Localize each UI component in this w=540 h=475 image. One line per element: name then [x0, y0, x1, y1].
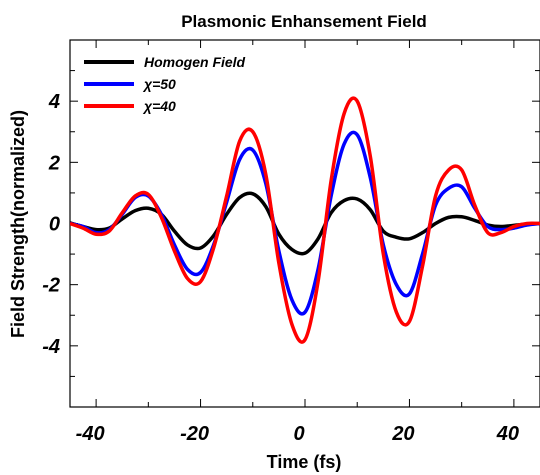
x-tick-label: 40	[496, 423, 519, 445]
y-tick-label: 0	[49, 214, 60, 236]
plot-area-frame	[69, 39, 540, 408]
chart-title: Plasmonic Enhansement Field	[181, 12, 427, 31]
y-axis-label: Field Strength(normalized)	[8, 110, 28, 338]
y-tick-label: -4	[42, 336, 60, 358]
x-tick-label: -40	[76, 423, 105, 445]
series-line-0	[70, 191, 540, 256]
legend-label: Homogen Field	[144, 54, 246, 70]
x-tick-label: -20	[180, 423, 209, 445]
axis-ticks	[70, 39, 540, 408]
y-tick-label: -2	[42, 275, 60, 297]
legend-label: χ=50	[142, 76, 176, 92]
x-tick-label: 20	[391, 423, 414, 445]
series-group	[70, 96, 540, 344]
legend: Homogen Field χ=50 χ=40	[84, 54, 246, 114]
y-tick-label: 2	[48, 152, 60, 174]
legend-label: χ=40	[142, 98, 176, 114]
x-tick-label: 0	[293, 423, 304, 445]
series-line-2	[70, 96, 540, 344]
series-line-1	[70, 130, 540, 316]
y-tick-label: 4	[48, 91, 60, 113]
x-axis-label: Time (fs)	[267, 452, 342, 472]
